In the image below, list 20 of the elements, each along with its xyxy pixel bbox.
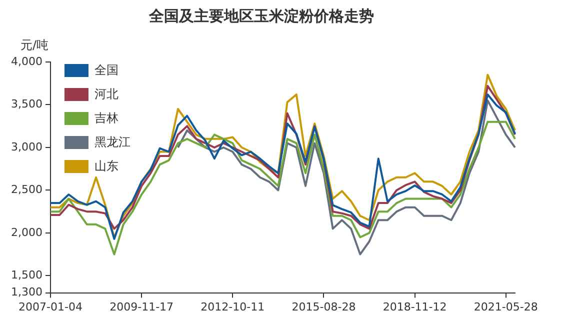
legend-label: 全国 [94, 63, 118, 78]
legend-label: 吉林 [94, 111, 118, 126]
y-tick-label: 3,500 [10, 98, 42, 111]
y-tick-label: 4,000 [10, 54, 42, 68]
chart-title: 全国及主要地区玉米淀粉价格走势 [148, 6, 374, 25]
legend-label: 黑龙江 [94, 135, 130, 150]
y-tick-label: 2,500 [10, 183, 42, 196]
y-tick-label: 3,000 [10, 140, 42, 154]
x-tick-label: 2009-11-17 [110, 300, 174, 314]
y-tick-label: 1,500 [10, 268, 42, 282]
y-tick-label: 1,300 [10, 286, 42, 299]
x-tick-label: 2021-05-28 [474, 300, 538, 314]
legend-label: 山东 [94, 159, 118, 174]
y-axis-title: 元/吨 [20, 38, 49, 52]
legend-label: 河北 [94, 87, 118, 102]
x-tick-label: 2007-01-04 [18, 300, 82, 314]
y-tick-label: 2,000 [10, 226, 42, 239]
x-tick-label: 2018-11-12 [382, 300, 447, 314]
x-tick-label: 2012-10-11 [200, 300, 265, 314]
x-tick-label: 2015-08-28 [292, 300, 356, 314]
